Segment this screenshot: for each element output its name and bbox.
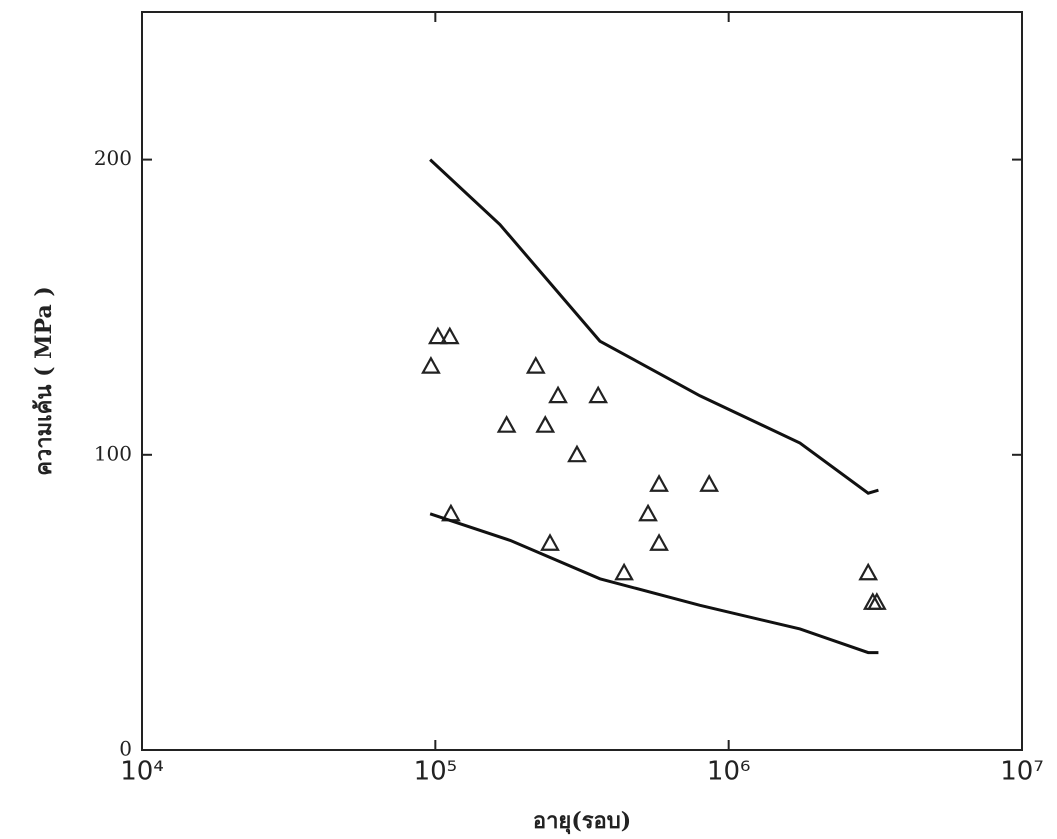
triangle-marker xyxy=(535,415,556,433)
triangle-marker xyxy=(638,503,658,522)
triangle-marker xyxy=(421,355,441,374)
plot-frame xyxy=(141,11,1023,751)
x-axis-label: อายุ(รอบ) xyxy=(533,808,631,835)
triangle-marker xyxy=(548,385,568,404)
triangle-marker xyxy=(866,592,887,610)
x-tick-label: 10⁶ xyxy=(707,757,751,787)
triangle-marker xyxy=(567,444,587,463)
triangle-marker xyxy=(699,474,720,492)
triangle-marker xyxy=(525,355,546,374)
triangle-marker xyxy=(588,385,609,404)
triangle-marker xyxy=(649,533,669,551)
x-tick-label: 10⁴ xyxy=(120,757,164,787)
triangle-marker xyxy=(858,562,879,581)
triangle-marker xyxy=(614,562,634,581)
y-tick-label: 200 xyxy=(94,146,132,170)
curve xyxy=(429,512,879,655)
x-tick-label: 10⁵ xyxy=(414,757,458,787)
y-tick-label: 0 xyxy=(119,737,132,761)
triangle-marker xyxy=(649,474,669,492)
x-tick-label: 10⁷ xyxy=(1000,757,1044,787)
triangle-marker xyxy=(439,326,460,345)
triangle-marker xyxy=(496,415,517,433)
y-tick-label: 100 xyxy=(94,441,132,465)
triangle-marker xyxy=(540,533,560,551)
curve xyxy=(429,158,879,495)
y-axis-label: ความเค้น ( MPa ) xyxy=(31,286,57,476)
triangle-marker xyxy=(427,326,448,345)
